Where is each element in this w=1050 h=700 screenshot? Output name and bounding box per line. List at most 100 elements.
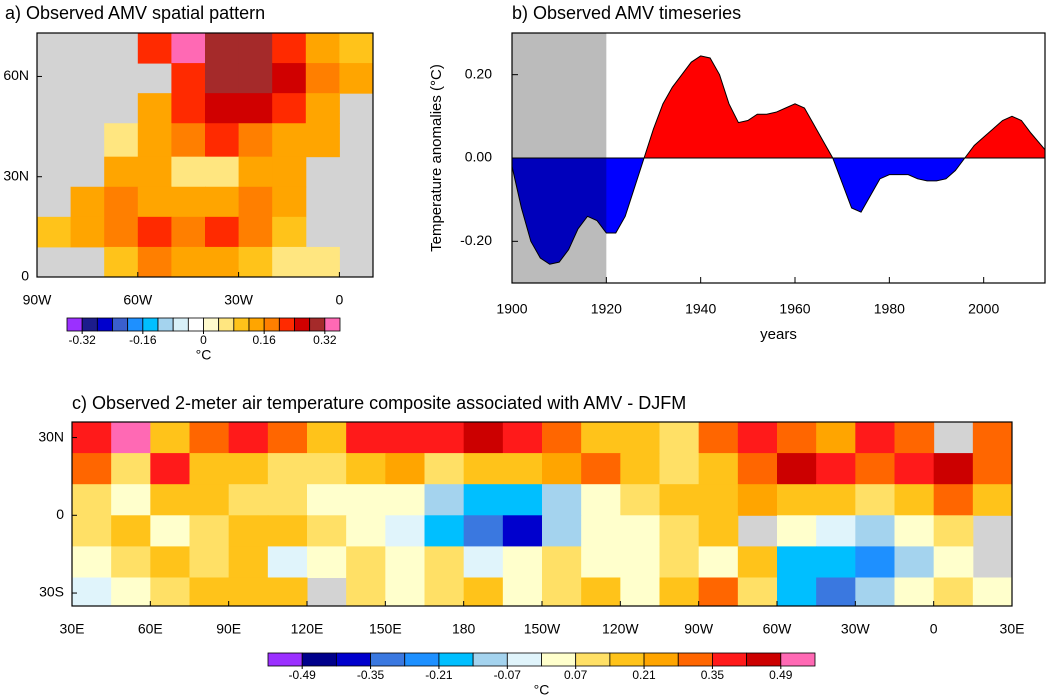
grid-cell <box>205 123 240 158</box>
colorbar-box <box>780 652 816 667</box>
grid-cell <box>205 33 240 64</box>
colorbar-box <box>643 652 679 667</box>
grid-cell <box>346 515 386 547</box>
grid-cell <box>933 546 974 578</box>
grid-cell <box>171 216 206 248</box>
x-tick-label: 60W <box>763 621 793 637</box>
grid-cell <box>137 33 172 64</box>
grid-cell <box>150 453 190 485</box>
grid-cell <box>205 93 240 124</box>
grid-cell <box>542 484 582 516</box>
colorbar-box <box>335 652 371 667</box>
grid-cell <box>659 422 700 454</box>
colorbar-box <box>248 317 265 332</box>
grid-cell <box>267 422 308 454</box>
grid-cell <box>272 93 307 124</box>
x-tick-label: 150W <box>524 621 561 637</box>
grid-cell <box>816 453 856 485</box>
grid-cell <box>238 246 273 278</box>
grid-cell <box>171 246 206 278</box>
colorbar-label: °C <box>196 347 212 363</box>
colorbar-box <box>66 317 83 332</box>
grid-cell <box>698 484 739 516</box>
colorbar-box <box>472 652 508 667</box>
grid-cell <box>972 484 1013 516</box>
grid-cell <box>305 246 340 278</box>
grid-cell <box>659 577 700 607</box>
grid-cell <box>346 422 386 454</box>
grid-cell <box>737 546 778 578</box>
colorbar-tick-label: -0.16 <box>129 333 157 347</box>
grid-cell <box>189 577 230 607</box>
grid-cell <box>424 577 465 607</box>
colorbar-box <box>112 317 129 332</box>
grid-cell <box>737 484 778 516</box>
grid-cell <box>346 484 386 516</box>
plot-frame <box>36 32 374 278</box>
grid-cell <box>463 577 504 607</box>
grid-cell <box>385 422 425 454</box>
x-tick-label: 60W <box>123 292 153 308</box>
colorbar-tick-label: 0.32 <box>313 333 337 347</box>
grid-cell <box>855 422 895 454</box>
grid-cell <box>189 546 230 578</box>
grid-cell <box>620 422 660 454</box>
grid-cell <box>542 422 582 454</box>
colorbar-box <box>157 317 174 332</box>
x-tick-label: 30W <box>224 292 254 308</box>
grid-cell <box>72 515 112 547</box>
grid-cell <box>502 515 543 547</box>
grid-cell <box>205 63 240 94</box>
grid-cell <box>205 186 240 218</box>
grid-cell <box>972 453 1013 485</box>
grid-cell <box>70 216 105 248</box>
grid-cell <box>228 453 269 485</box>
colorbar-tick-label: 0.07 <box>564 668 588 682</box>
grid-cell <box>855 515 895 547</box>
grid-cell <box>189 484 230 516</box>
grid-cell <box>238 123 273 158</box>
grid-cell <box>307 515 347 547</box>
grid-cell <box>171 123 206 158</box>
grid-cell <box>150 515 190 547</box>
y-tick-label: 30N <box>38 428 64 444</box>
colorbar-tick-label: -0.35 <box>357 668 385 682</box>
grid-cell <box>150 546 190 578</box>
grid-cell <box>104 156 139 188</box>
grid-cell <box>267 453 308 485</box>
colorbar-tick-label: -0.07 <box>494 668 522 682</box>
x-tick-label: 1960 <box>779 301 810 317</box>
x-tick-label: 90E <box>216 621 241 637</box>
y-tick-label: 0 <box>56 506 64 522</box>
panel-title: c) Observed 2-meter air temperature comp… <box>72 393 686 413</box>
grid-cell <box>111 577 151 607</box>
colorbar-tick-label: 0 <box>200 333 207 347</box>
x-tick-label: 90W <box>23 292 53 308</box>
x-tick-label: 2000 <box>968 301 999 317</box>
grid-cell <box>150 577 190 607</box>
grid-cell <box>737 422 778 454</box>
grid-cell <box>205 216 240 248</box>
grid-cell <box>463 422 504 454</box>
grid-cell <box>137 123 172 158</box>
colorbar-box <box>267 652 303 667</box>
grid-cell <box>933 484 974 516</box>
grid-cell <box>777 422 817 454</box>
grid-cell <box>307 453 347 485</box>
grid-cell <box>171 156 206 188</box>
grid-cell <box>777 484 817 516</box>
grid-cell <box>894 422 935 454</box>
grid-cell <box>581 484 621 516</box>
grid-cell <box>189 422 230 454</box>
grid-cell <box>894 515 935 547</box>
grid-cell <box>137 216 172 248</box>
grid-cell <box>305 33 340 64</box>
colorbar-tick-label: 0.21 <box>632 668 656 682</box>
colorbar-box <box>324 317 341 332</box>
x-tick-label: 1980 <box>874 301 905 317</box>
grid-cell <box>698 422 739 454</box>
grid-cell <box>171 93 206 124</box>
colorbar-label: °C <box>534 682 550 698</box>
grid-cell <box>933 577 974 607</box>
x-tick-label: 150E <box>369 621 402 637</box>
